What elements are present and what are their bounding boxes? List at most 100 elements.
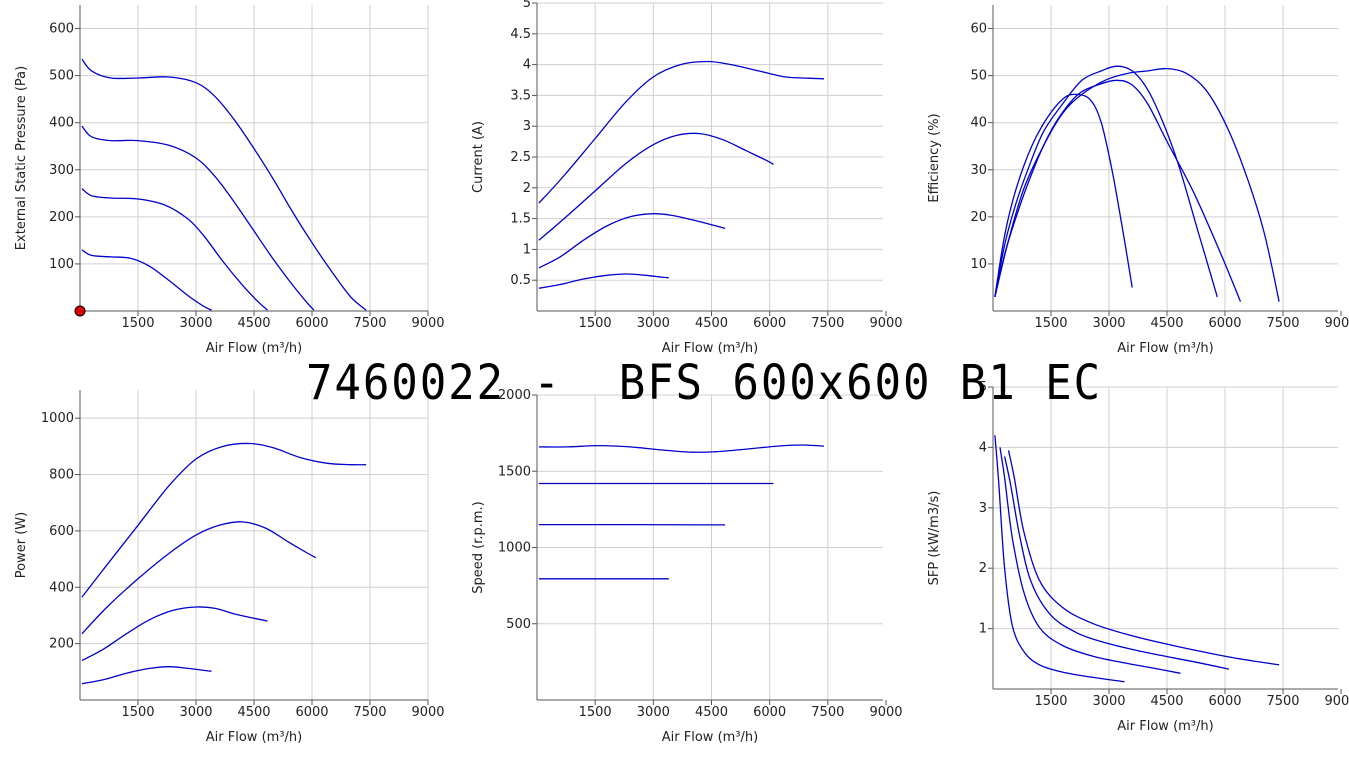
series-line-1	[538, 60, 825, 204]
y-tick-label: 500	[49, 69, 74, 84]
x-tick-label: 9000	[1324, 694, 1349, 709]
y-tick-label: 1	[979, 622, 987, 637]
y-tick-label: 30	[970, 163, 987, 178]
x-axis-label: Air Flow (m³/h)	[206, 341, 302, 356]
y-tick-label: 50	[970, 69, 987, 84]
x-tick-label: 4500	[1150, 316, 1183, 331]
y-tick-label: 2	[979, 561, 987, 576]
y-tick-label: 1	[523, 242, 531, 257]
y-tick-label: 4	[979, 440, 987, 455]
x-tick-label: 1500	[121, 705, 154, 720]
x-tick-label: 4500	[695, 316, 728, 331]
x-tick-label: 3000	[179, 705, 212, 720]
series-line-2	[81, 521, 317, 635]
y-tick-label: 2.5	[510, 150, 531, 165]
chart-sfp: 1500 3000 4500 6000 7500 9000 1 2 3 4 5 Air Flow (m…	[927, 380, 1349, 734]
y-tick-label: 5	[979, 380, 987, 395]
series-line-2	[999, 447, 1181, 674]
y-tick-label: 400	[49, 116, 74, 131]
x-tick-label: 3000	[179, 316, 212, 331]
x-tick-label: 3000	[1092, 694, 1125, 709]
series-line-1	[81, 58, 367, 311]
x-tick-label: 3000	[637, 316, 670, 331]
y-tick-label: 1000	[41, 411, 74, 426]
page-title: 7460022 - BFS 600x600 B1 EC	[306, 355, 1102, 411]
x-tick-label: 1500	[579, 316, 612, 331]
x-tick-label: 1500	[1034, 316, 1067, 331]
chart-pressure: 1500 3000 4500 6000 7500 9000 100 200 300 400 500 6…	[14, 5, 445, 356]
x-tick-label: 6000	[753, 705, 786, 720]
x-tick-label: 4500	[237, 705, 270, 720]
x-tick-label: 7500	[353, 705, 386, 720]
y-tick-label: 20	[970, 210, 987, 225]
series-line-4	[538, 273, 669, 289]
x-tick-label: 6000	[1208, 316, 1241, 331]
y-tick-label: 4.5	[510, 27, 531, 42]
series-line-1	[994, 79, 1242, 302]
y-tick-label: 2	[523, 181, 531, 196]
series-line-4	[1007, 450, 1280, 666]
series-line-4	[994, 67, 1280, 302]
x-axis-label: Air Flow (m³/h)	[1117, 341, 1213, 356]
x-tick-label: 6000	[295, 316, 328, 331]
x-tick-label: 9000	[411, 705, 444, 720]
series-line-2	[994, 65, 1218, 298]
y-axis-label: External Static Pressure (Pa)	[14, 66, 29, 250]
y-axis-label: SFP (kW/m3/s)	[927, 491, 942, 586]
y-tick-label: 600	[49, 524, 74, 539]
chart-efficiency: 1500 3000 4500 6000 7500 9000 10 20 30 40 50 60 Air …	[927, 5, 1349, 356]
chart-speed: 1500 3000 4500 6000 7500 9000 500 1000 1500 2000 A…	[471, 388, 903, 745]
y-tick-label: 500	[506, 617, 531, 632]
x-tick-label: 7500	[1266, 694, 1299, 709]
x-tick-label: 4500	[237, 316, 270, 331]
x-axis-label: Air Flow (m³/h)	[662, 341, 758, 356]
series-line-2	[538, 132, 774, 241]
y-tick-label: 3.5	[510, 88, 531, 103]
y-axis-label: Speed (r.p.m.)	[471, 501, 486, 594]
series-line-4	[81, 666, 212, 685]
x-tick-label: 4500	[1150, 694, 1183, 709]
x-tick-label: 6000	[753, 316, 786, 331]
x-tick-label: 9000	[1324, 316, 1349, 331]
series-line-3	[538, 213, 726, 269]
y-tick-label: 1000	[498, 541, 531, 556]
y-tick-label: 60	[970, 22, 987, 37]
y-tick-label: 800	[49, 468, 74, 483]
series-line-3	[1003, 456, 1230, 670]
x-tick-label: 6000	[1208, 694, 1241, 709]
x-axis-label: Air Flow (m³/h)	[1117, 719, 1213, 734]
operating-point-marker	[74, 305, 86, 317]
series-line-1	[538, 444, 825, 453]
series-line-2	[81, 125, 315, 311]
y-tick-label: 1.5	[510, 212, 531, 227]
y-tick-label: 0.5	[510, 273, 531, 288]
y-tick-label: 100	[49, 257, 74, 272]
x-tick-label: 1500	[579, 705, 612, 720]
y-tick-label: 10	[970, 257, 987, 272]
x-tick-label: 1500	[121, 316, 154, 331]
chart-current: 1500 3000 4500 6000 7500 9000 0.5 1 1.5 2 2.5 3 3.5 4…	[471, 0, 903, 356]
y-axis-label: Efficiency (%)	[927, 113, 942, 202]
y-tick-label: 400	[49, 580, 74, 595]
chart-power: 1500 3000 4500 6000 7500 9000 200 400 600 800 1000…	[14, 390, 445, 745]
series-line-3	[81, 188, 268, 311]
y-tick-label: 200	[49, 210, 74, 225]
y-tick-label: 3	[979, 501, 987, 516]
x-tick-label: 9000	[869, 705, 902, 720]
x-tick-label: 6000	[295, 705, 328, 720]
y-tick-label: 200	[49, 637, 74, 652]
x-tick-label: 9000	[411, 316, 444, 331]
y-tick-label: 5	[523, 0, 531, 11]
x-axis-label: Air Flow (m³/h)	[662, 730, 758, 745]
y-tick-label: 2000	[498, 388, 531, 403]
x-tick-label: 9000	[869, 316, 902, 331]
x-tick-label: 7500	[353, 316, 386, 331]
x-tick-label: 4500	[695, 705, 728, 720]
x-tick-label: 3000	[637, 705, 670, 720]
series-line-1	[994, 435, 1125, 683]
y-tick-label: 300	[49, 163, 74, 178]
y-tick-label: 40	[970, 116, 987, 131]
x-tick-label: 7500	[1266, 316, 1299, 331]
y-axis-label: Power (W)	[14, 512, 29, 578]
